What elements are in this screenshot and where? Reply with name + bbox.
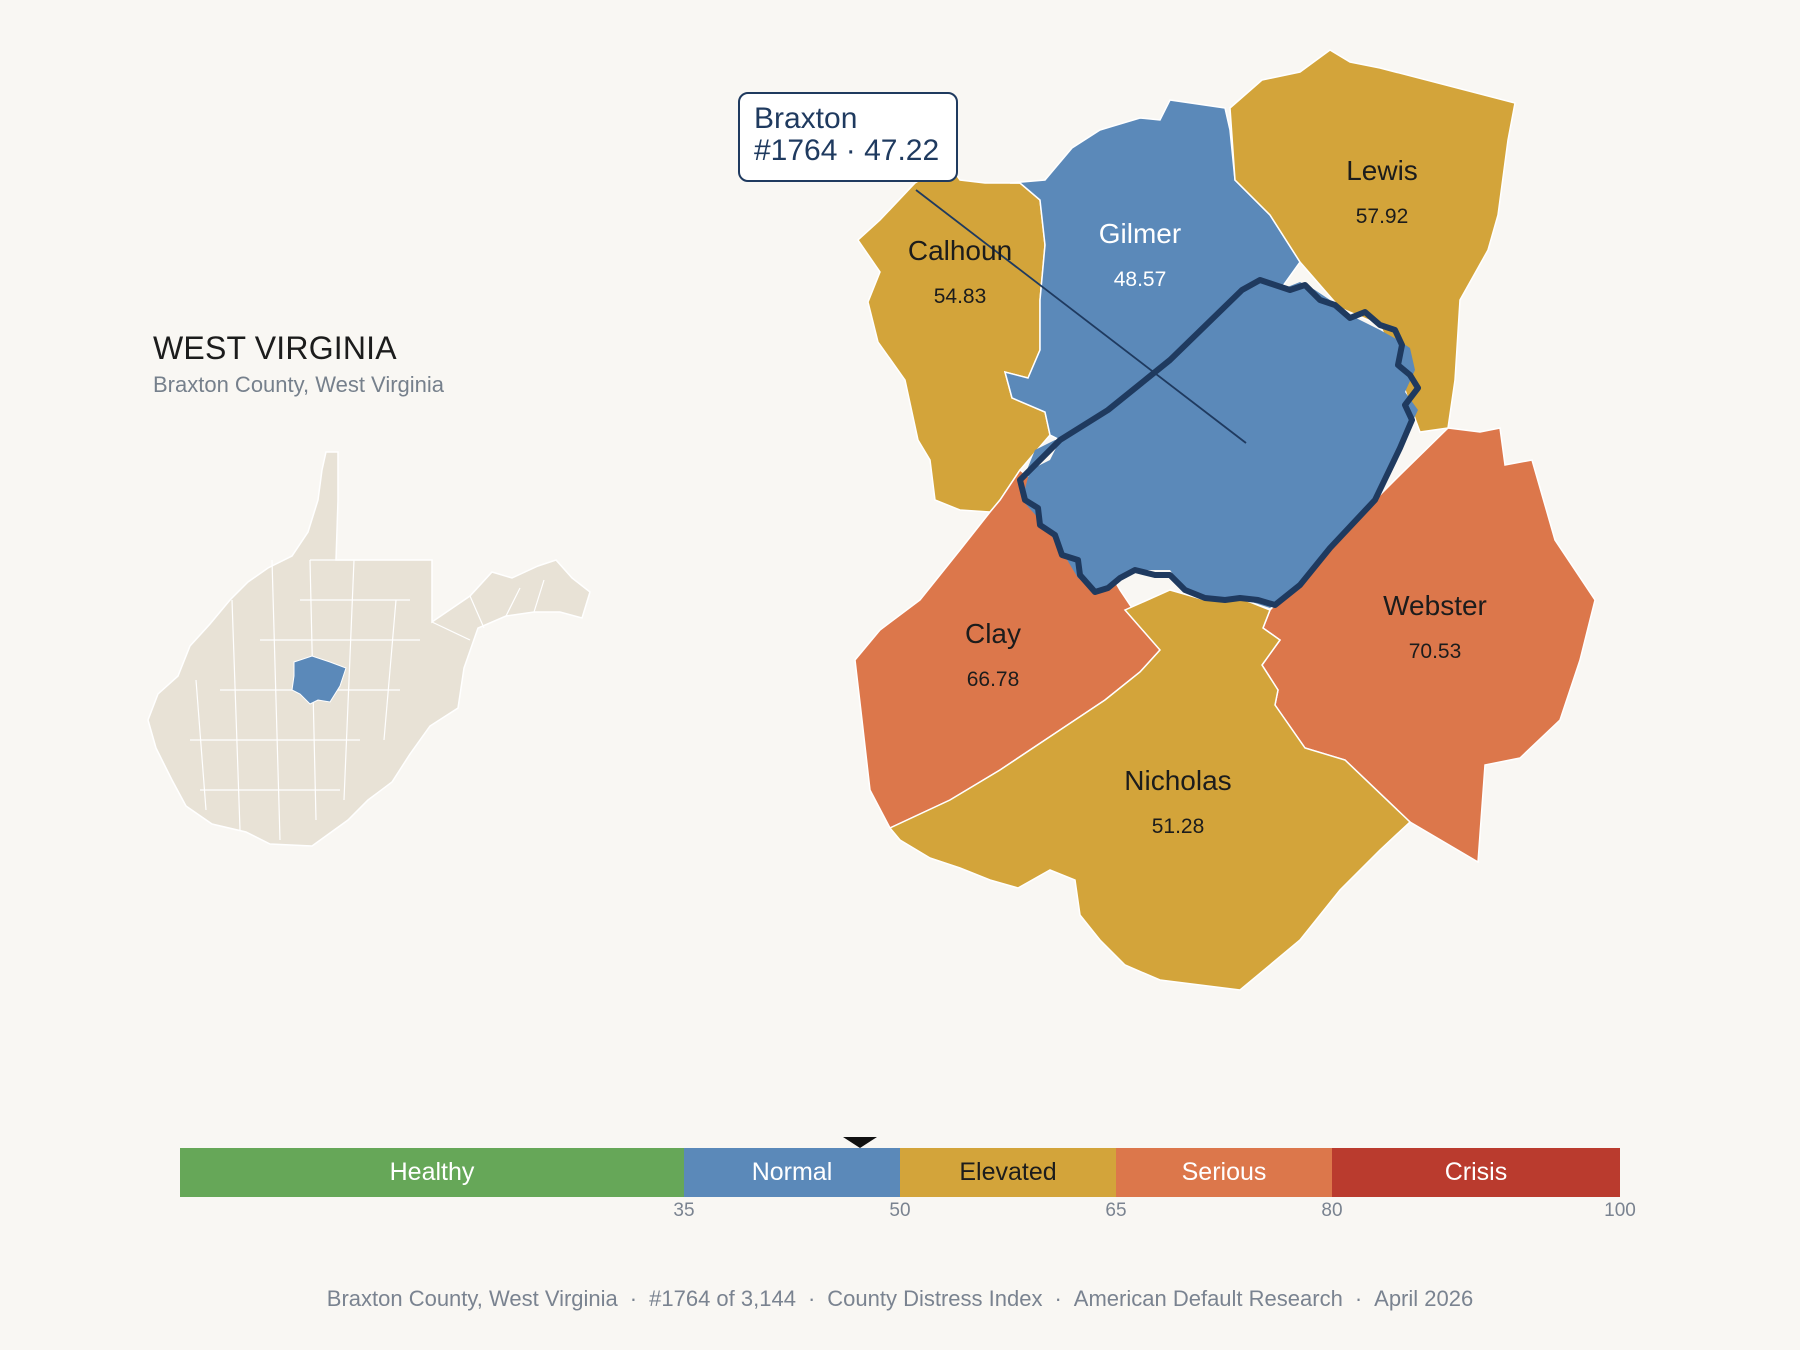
legend-crisis: Crisis [1332,1148,1620,1197]
legend-tick-65: 65 [1105,1200,1127,1221]
footer-rank: #1764 of 3,144 [649,1286,796,1311]
label-lewis: Lewis [1346,155,1418,186]
legend-healthy: Healthy [180,1148,684,1197]
footer-county: Braxton County, West Virginia [326,1286,618,1311]
county-calhoun[interactable] [857,161,1051,513]
label-webster: Webster [1383,590,1487,621]
label-calhoun: Calhoun [908,235,1012,266]
legend-normal: Normal [684,1148,900,1197]
value-clay: 66.78 [967,668,1020,691]
callout-county-name: Braxton [754,102,858,135]
callout-leader-line [915,189,1247,444]
state-title: WEST VIRGINIA [153,330,397,366]
legend-serious: Serious [1116,1148,1332,1197]
label-nicholas: Nicholas [1124,765,1231,796]
callout-rank-score: #1764 · 47.22 [754,134,940,167]
county-braxton-selected[interactable] [1022,275,1418,608]
footer-source: American Default Research [1073,1286,1343,1311]
label-gilmer: Gilmer [1099,218,1181,249]
value-webster: 70.53 [1409,640,1462,663]
county-lewis[interactable] [1229,49,1516,433]
value-gilmer: 48.57 [1114,268,1167,291]
score-marker-icon [843,1137,877,1148]
county-nicholas[interactable] [888,589,1412,991]
legend-elevated: Elevated [900,1148,1116,1197]
value-calhoun: 54.83 [934,285,987,308]
value-nicholas: 51.28 [1152,815,1205,838]
legend-tick-50: 50 [889,1200,911,1221]
legend-tick-35: 35 [673,1200,695,1221]
legend-bar: Healthy Normal Elevated Serious Crisis [180,1148,1620,1197]
footer: Braxton County, West Virginia · #1764 of 3… [326,1286,1474,1311]
footer-index: County Distress Index [827,1286,1043,1311]
label-clay: Clay [965,618,1021,649]
state-subtitle: Braxton County, West Virginia [153,372,445,397]
value-lewis: 57.92 [1356,205,1409,228]
county-callout: Braxton #1764 · 47.22 [738,92,958,182]
braxton-outline [1017,277,1421,608]
footer-date: April 2026 [1374,1286,1474,1311]
legend-tick-100: 100 [1604,1200,1636,1221]
legend-tick-80: 80 [1321,1200,1343,1221]
